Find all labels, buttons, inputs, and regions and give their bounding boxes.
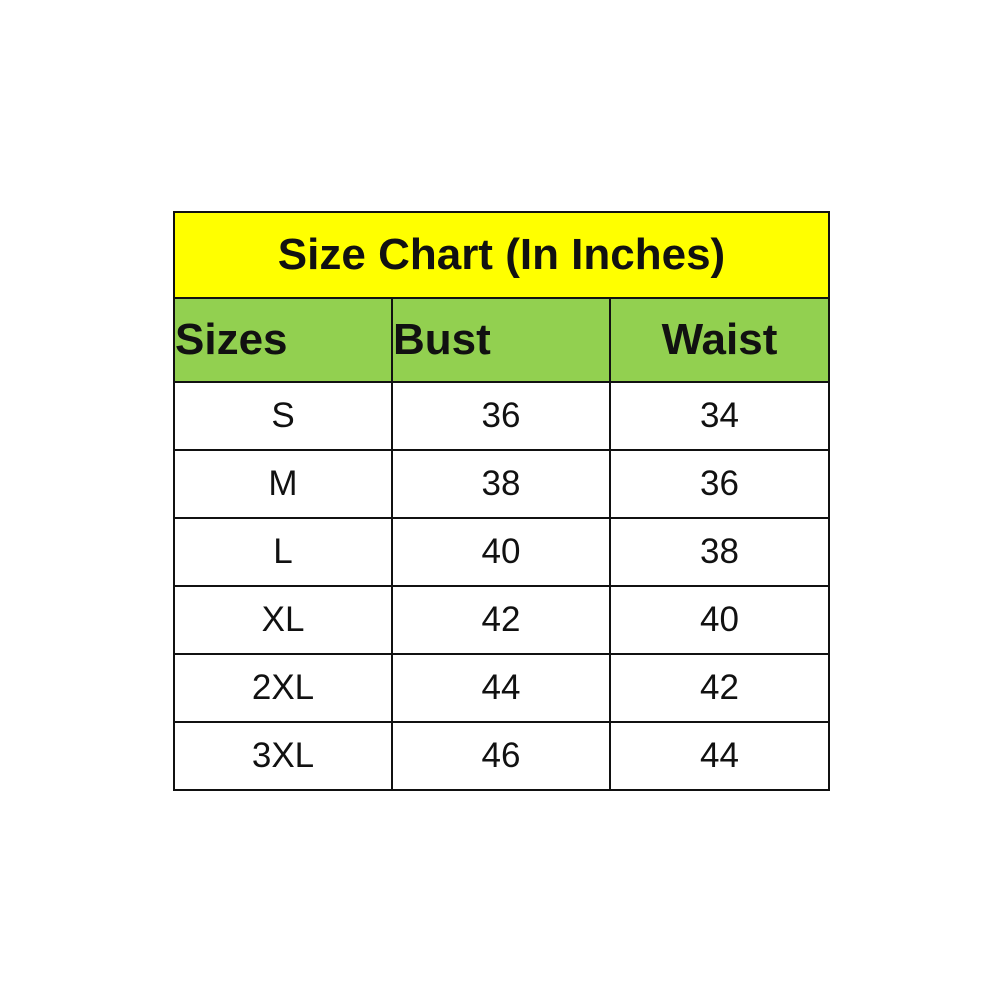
header-bust: Bust xyxy=(391,297,611,383)
header-waist: Waist xyxy=(608,297,831,383)
waist-cell: 42 xyxy=(608,653,831,723)
bust-cell: 40 xyxy=(391,517,611,587)
header-row: Sizes Bust Waist xyxy=(173,297,831,383)
bust-cell: 44 xyxy=(391,653,611,723)
table-row: S 36 34 xyxy=(173,381,831,451)
waist-cell: 38 xyxy=(608,517,831,587)
bust-cell: 38 xyxy=(391,449,611,519)
table-title: Size Chart (In Inches) xyxy=(172,211,831,299)
table-row: 2XL 44 42 xyxy=(173,653,831,723)
bust-cell: 42 xyxy=(391,585,611,655)
header-sizes: Sizes xyxy=(173,297,393,383)
table-row: L 40 38 xyxy=(173,517,831,587)
table-row: M 38 36 xyxy=(173,449,831,519)
size-cell: XL xyxy=(173,585,393,655)
size-cell: 2XL xyxy=(173,653,393,723)
bust-cell: 36 xyxy=(391,381,611,451)
bust-cell: 46 xyxy=(391,721,611,791)
size-cell: L xyxy=(173,517,393,587)
size-cell: S xyxy=(173,381,393,451)
table-row: XL 42 40 xyxy=(173,585,831,655)
size-cell: 3XL xyxy=(173,721,393,791)
title-row: Size Chart (In Inches) xyxy=(172,211,831,299)
waist-cell: 40 xyxy=(608,585,831,655)
waist-cell: 36 xyxy=(608,449,831,519)
waist-cell: 44 xyxy=(608,721,831,791)
size-chart-table: Size Chart (In Inches) Sizes Bust Waist … xyxy=(172,211,831,791)
waist-cell: 34 xyxy=(608,381,831,451)
size-cell: M xyxy=(173,449,393,519)
table-row: 3XL 46 44 xyxy=(173,721,831,791)
